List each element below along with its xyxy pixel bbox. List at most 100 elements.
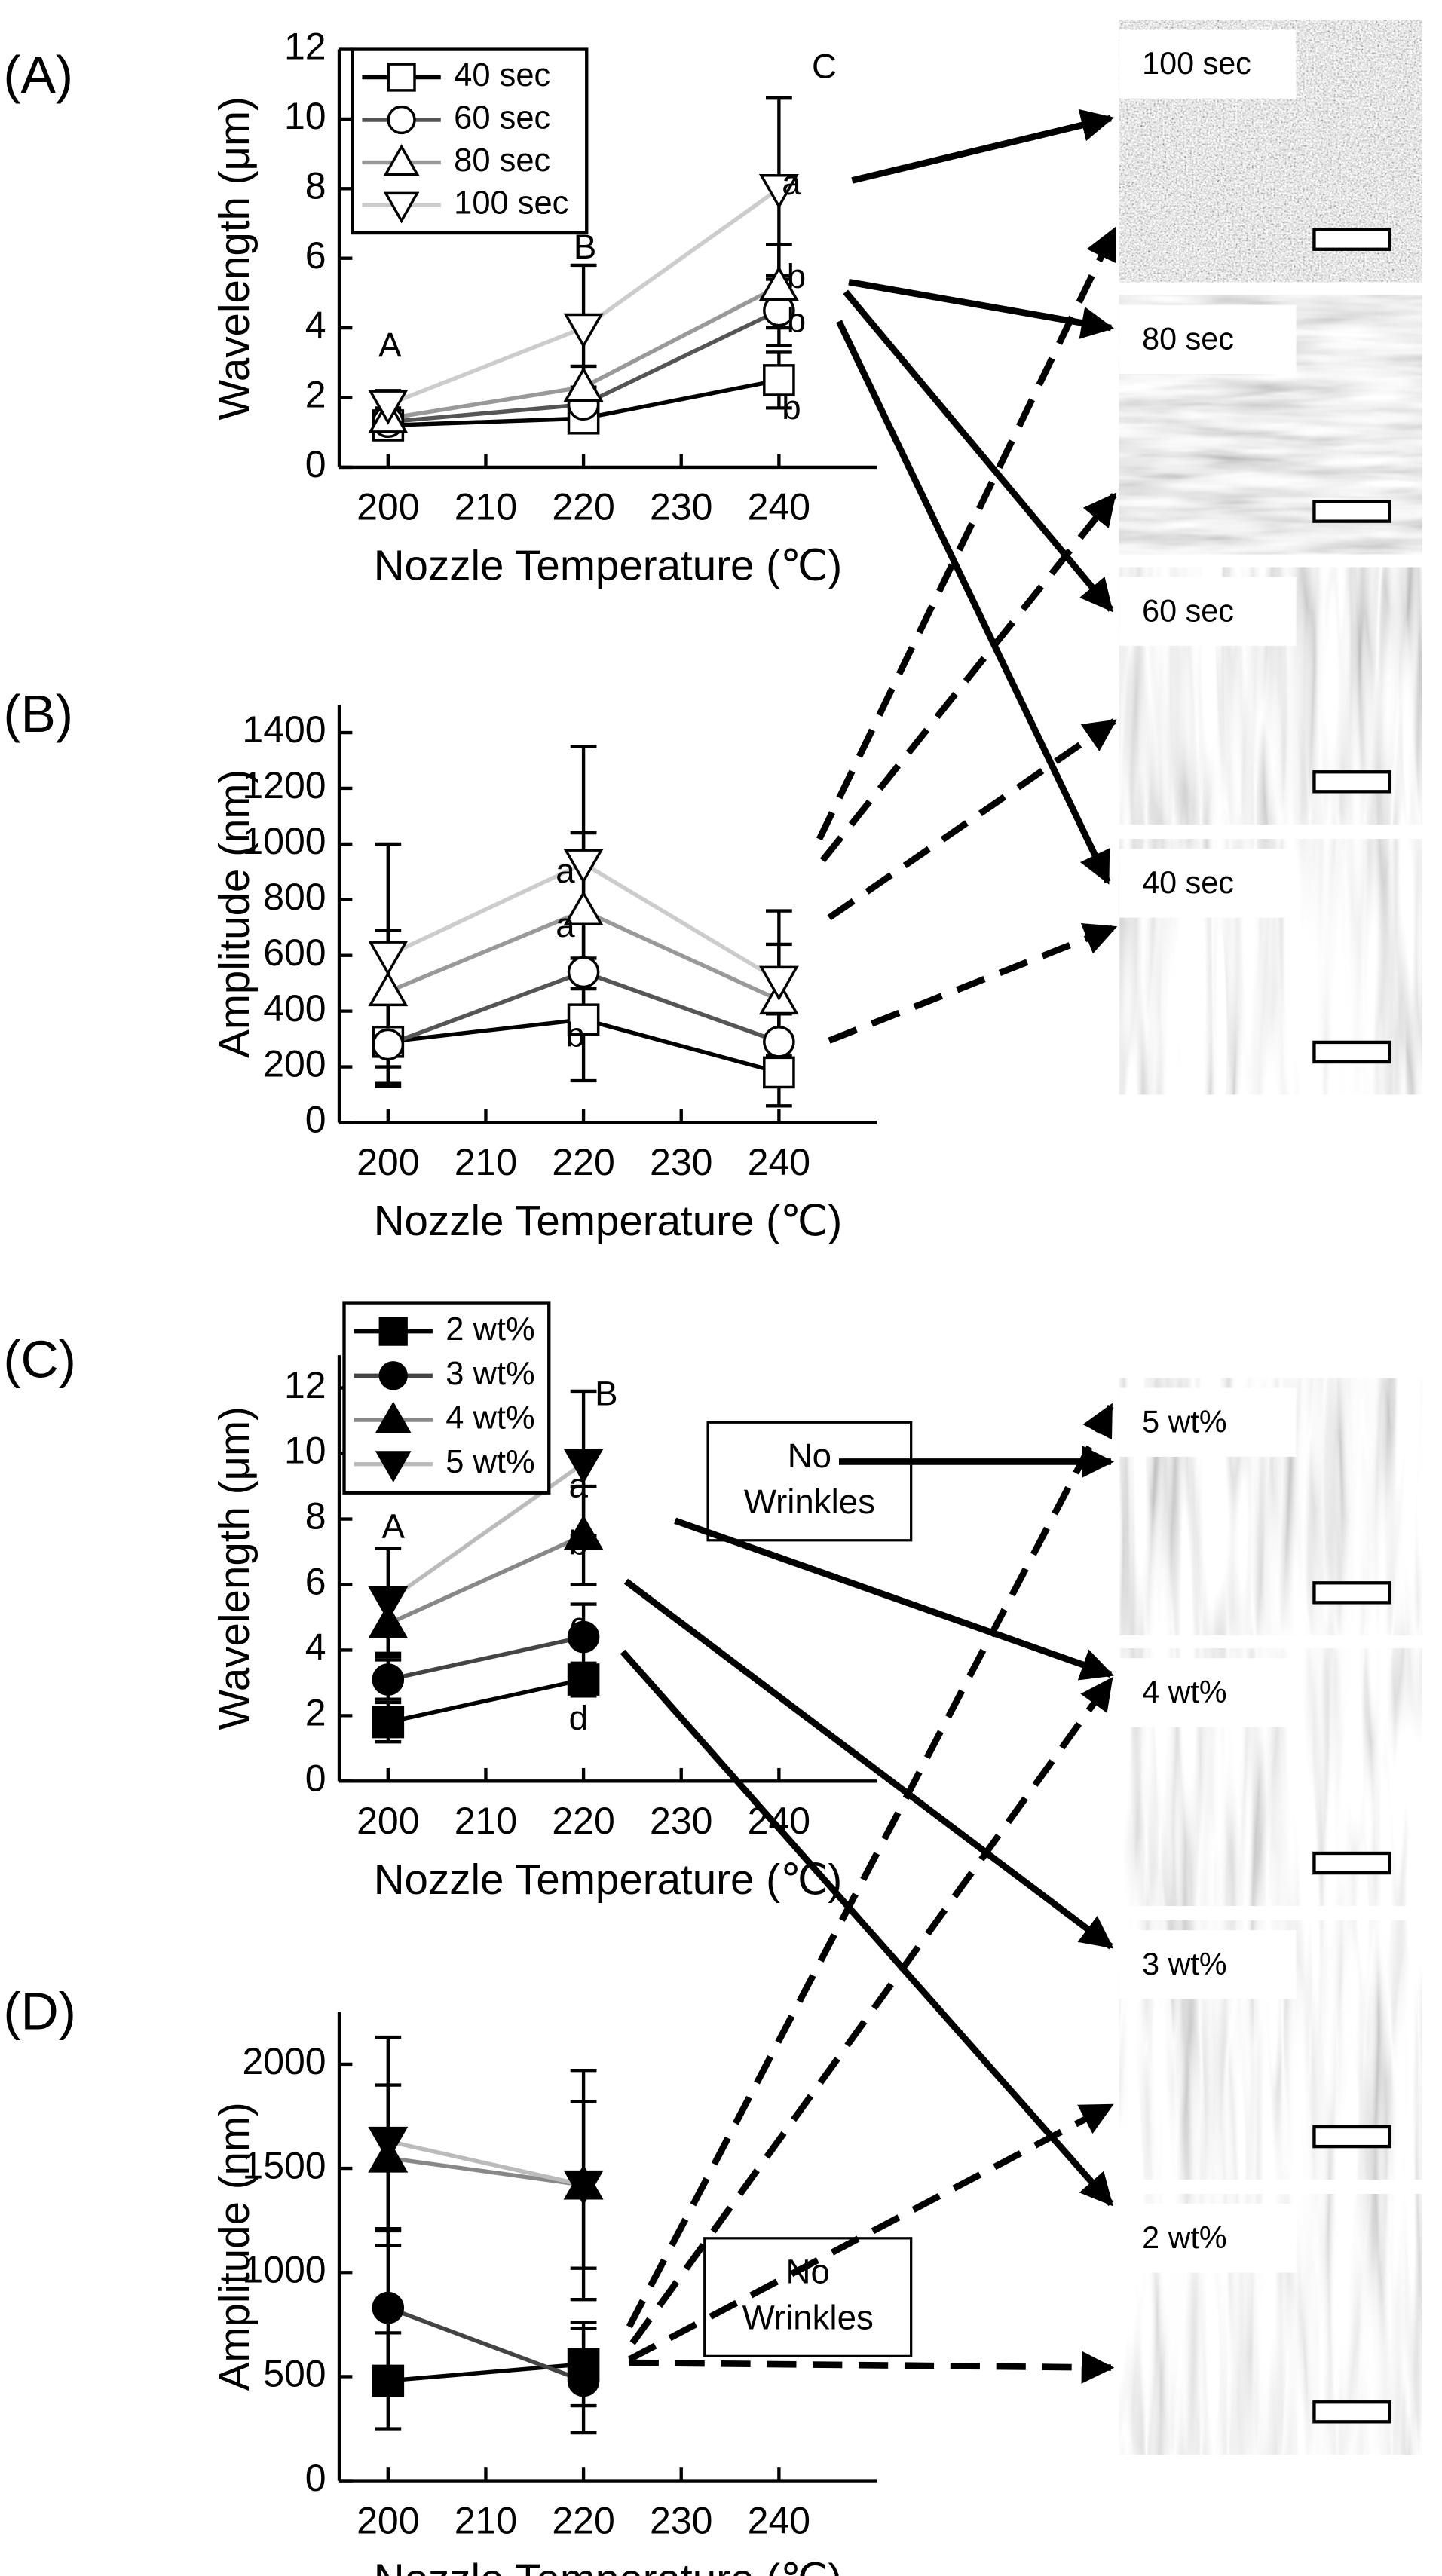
x-tick-label: 200 [357,1141,419,1183]
y-tick-label: 10 [284,95,326,137]
marker [758,965,799,1001]
legend-label: 100 sec [454,185,568,222]
annotation: a [569,1466,589,1504]
x-tick-label: 220 [552,486,614,528]
y-axis-label: Amplitude (nm) [210,2102,258,2391]
x-tick-label: 210 [455,486,517,528]
arrow [620,1649,1114,2207]
marker [378,1361,408,1390]
y-axis-label: Wavelength (μm) [210,96,258,420]
y-tick-label: 8 [305,165,326,207]
micrograph-label: 60 sec [1142,593,1234,628]
scale-bar [1312,1040,1391,1064]
marker [372,2291,405,2324]
marker [383,144,420,176]
x-axis-label: Nozzle Temperature (℃) [374,1856,843,1903]
series-line [387,2362,584,2383]
legend-label: 3 wt% [445,1356,534,1392]
y-tick-label: 12 [284,26,326,68]
x-tick-label: 240 [748,2499,810,2541]
y-tick-label: 1200 [242,764,326,806]
annotation-box [703,2237,913,2357]
scale-bar [1312,228,1391,251]
legend-label: 40 sec [454,57,550,93]
x-tick-label: 230 [650,2499,712,2541]
annotation: B [595,1375,617,1413]
annotation: d [569,1699,588,1737]
panel-label: (C) [3,1329,76,1388]
marker [372,1663,405,1696]
y-tick-label: 0 [305,443,326,485]
marker [372,1028,405,1061]
marker [368,2126,409,2162]
label-box [1119,1658,1297,1727]
marker [763,1056,795,1089]
series-line [387,1677,584,1724]
marker [383,191,420,224]
scale-bar [1312,500,1391,523]
marker [567,2364,600,2397]
x-axis-label: Nozzle Temperature (℃) [374,2555,843,2576]
label-box [1119,577,1297,646]
y-tick-label: 600 [263,932,326,974]
marker [763,1025,795,1058]
x-tick-label: 230 [650,1141,712,1183]
marker [563,366,604,402]
legend-label: 5 wt% [445,1444,534,1480]
y-tick-label: 8 [305,1495,326,1537]
y-axis-label: Wavelength (μm) [210,1406,258,1730]
annotation: c [570,1605,587,1644]
legend-box [342,1301,551,1495]
legend-label: 60 sec [454,100,550,136]
chart: (A) 0 2 4 6 8 10 12 200 210 220 230 240 Nozzle Temper… [3,26,877,589]
annotation: b [782,388,801,427]
series-line [387,1461,585,1603]
annotation-box [706,1421,913,1542]
scale-bar [1312,2400,1391,2424]
annotation-text: Wrinkles [742,2299,874,2337]
scale-bar [1312,2125,1391,2149]
label-box [1119,1930,1297,1999]
y-tick-label: 800 [263,876,326,918]
annotation-text: No [788,1436,831,1475]
y-tick-label: 500 [263,2353,326,2395]
arrow [816,226,1118,841]
marker [378,1317,408,1346]
micrograph-label: 4 wt% [1142,1675,1226,1709]
y-tick-label: 2 [305,374,326,416]
micrograph-label: 3 wt% [1142,1947,1226,1981]
y-tick-label: 12 [284,1364,326,1406]
arrow [843,289,1114,613]
marker [758,265,799,301]
arrow [626,1403,1114,2329]
annotation: b [787,257,806,295]
y-tick-label: 2000 [242,2040,326,2082]
marker [758,173,799,210]
y-tick-label: 0 [305,1758,326,1800]
annotation-text: Wrinkles [744,1482,875,1521]
label-box [1119,1387,1297,1457]
micrograph-label: 5 wt% [1142,1404,1226,1439]
marker [763,364,795,396]
marker [372,1706,405,1739]
x-tick-label: 210 [455,1800,517,1842]
marker [375,1401,412,1433]
series-line [387,1533,585,1626]
arrow [836,320,1111,885]
marker [372,2364,405,2397]
marker [563,890,604,925]
series-line [387,2139,584,2187]
chart: (B) 0 200 400 600 800 1000 1200 1400 200 210 220 230… [3,684,877,1244]
series-line [387,2155,584,2187]
annotation: a [556,906,575,944]
arrows [620,109,1118,2384]
x-axis-label: Nozzle Temperature (℃) [374,542,843,589]
panel-label: (B) [3,684,73,743]
legend-label: 2 wt% [445,1311,534,1348]
marker [368,1586,409,1622]
marker [567,1003,600,1036]
panel-label: (D) [3,1982,76,2041]
